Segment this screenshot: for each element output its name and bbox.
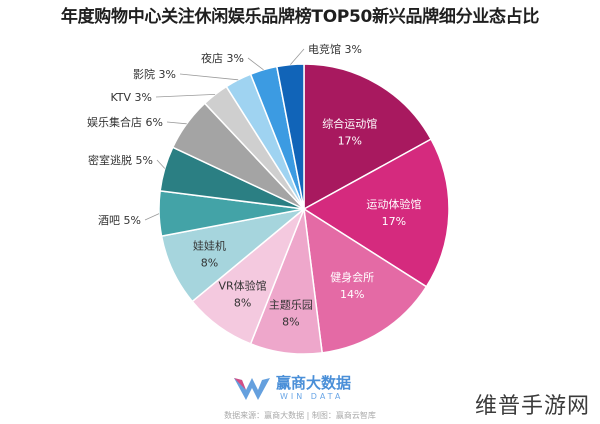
slice-labels: 综合运动馆17%运动体验馆17%健身会所14%主题乐园8%VR体验馆8%娃娃机8… xyxy=(87,42,421,329)
slice-label: 综合运动馆 xyxy=(322,117,377,131)
pie-slice-12 xyxy=(275,63,305,210)
slice-value-label: 8% xyxy=(201,257,218,270)
slice-label: KTV 3% xyxy=(110,91,152,104)
chart-title: 年度购物中心关注休闲娱乐品牌榜TOP50新兴品牌细分业态占比 xyxy=(60,7,540,27)
slice-label: VR体验馆 xyxy=(219,279,267,293)
brand-logo: 赢商大数据 WIN DATA xyxy=(232,370,372,410)
leader-line xyxy=(156,159,166,169)
slice-label: 酒吧 5% xyxy=(98,214,141,227)
slice-label: 健身会所 xyxy=(330,270,374,284)
leader-line xyxy=(247,57,264,71)
leader-lines xyxy=(144,48,305,221)
pie-slice-0 xyxy=(303,63,433,211)
slice-label: 娃娃机 xyxy=(193,239,226,253)
leader-line xyxy=(290,48,305,65)
logo-text-cn: 赢商大数据 xyxy=(276,374,352,392)
logo-text-en: WIN DATA xyxy=(280,392,344,401)
slice-label: 电竞馆 3% xyxy=(308,42,362,56)
pie-slice-1 xyxy=(302,138,450,288)
win-data-logo-icon xyxy=(234,378,270,400)
leader-line xyxy=(155,94,216,98)
slice-value-label: 14% xyxy=(340,288,364,301)
slice-value-label: 8% xyxy=(234,297,251,310)
leader-line xyxy=(166,121,187,125)
slice-value-label: 17% xyxy=(382,215,406,228)
leader-line xyxy=(179,73,239,81)
slice-label: 影院 3% xyxy=(133,67,176,81)
slice-label: 运动体验馆 xyxy=(366,197,421,211)
leader-line xyxy=(144,213,160,221)
slice-value-label: 17% xyxy=(338,135,362,148)
slice-label: 密室逃脱 5% xyxy=(88,153,153,167)
slice-value-label: 8% xyxy=(282,316,299,329)
pie-slices xyxy=(158,63,450,355)
slice-label: 夜店 3% xyxy=(201,51,244,65)
pie-slice-2 xyxy=(303,207,428,354)
slice-label: 主题乐园 xyxy=(269,299,313,312)
slice-label: 娱乐集合店 6% xyxy=(87,115,163,129)
watermark: 维普手游网 xyxy=(474,394,590,419)
source-note: 数据来源：赢商大数据 | 制图：赢商云智库 xyxy=(224,411,376,420)
